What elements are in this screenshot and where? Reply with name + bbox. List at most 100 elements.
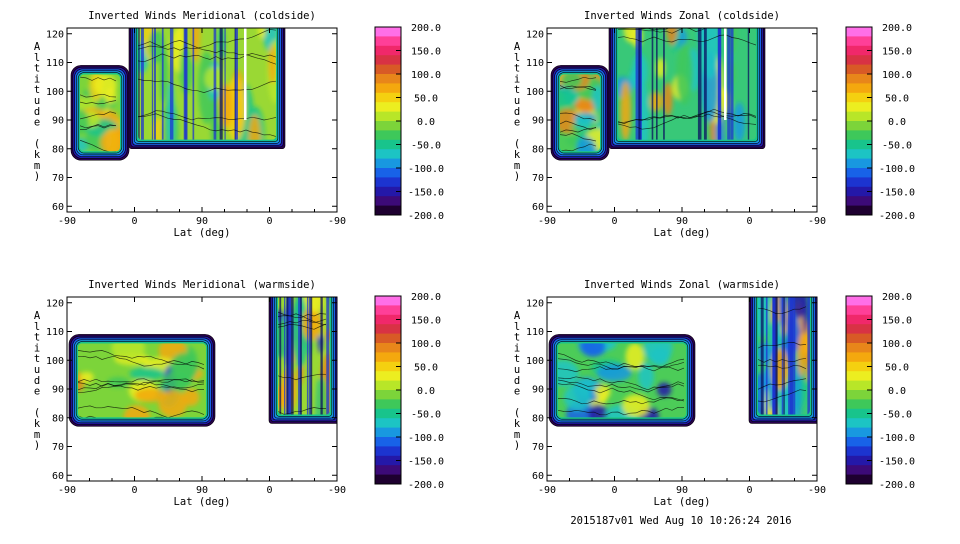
colorbar-label: 0.0: [888, 117, 906, 128]
contour-line: [213, 28, 217, 140]
colorbar-swatch: [846, 111, 872, 122]
colorbar-swatch: [375, 168, 401, 178]
colorbar-swatch: [375, 27, 401, 37]
colorbar-swatch: [846, 83, 872, 94]
colorbar-swatch: [375, 474, 401, 485]
colorbar-swatch: [375, 83, 401, 94]
colorbar-swatch: [846, 343, 872, 353]
contour-cell: [111, 343, 146, 362]
colorbar-swatch: [846, 196, 872, 207]
contour-line: [138, 53, 276, 63]
contour-line: [560, 133, 597, 142]
colorbar-swatch: [846, 465, 872, 476]
colorbar-label: 200.0: [411, 23, 441, 34]
contour-line: [758, 357, 807, 363]
contour-fill: [560, 74, 600, 152]
contour-line: [300, 297, 302, 415]
colorbar-swatch: [846, 446, 872, 457]
colorbar-swatch: [846, 36, 872, 47]
colorbar-label: 50.0: [414, 94, 438, 105]
colorbar-swatch: [846, 55, 872, 66]
contour-cell: [561, 74, 583, 90]
data-block: [548, 334, 696, 427]
data-block: [70, 65, 130, 161]
x-axis-label: Lat (deg): [654, 496, 711, 508]
contour-cell: [123, 405, 150, 418]
colorbar-label: -50.0: [882, 410, 912, 421]
contour-line: [772, 297, 776, 415]
colorbar-label: -150.0: [408, 457, 444, 468]
contour-line: [278, 318, 327, 325]
contour-line: [288, 297, 292, 415]
contour-line: [783, 297, 785, 415]
colorbar-swatch: [846, 45, 872, 56]
x-tick-label: -90: [808, 485, 826, 496]
contour-line: [80, 93, 117, 98]
colorbar-swatch: [846, 177, 872, 188]
colorbar-swatch: [846, 102, 872, 113]
contour-line: [320, 297, 323, 415]
colorbar-label: 100.0: [882, 70, 912, 81]
contour-line: [80, 139, 117, 152]
contour-line: [663, 28, 665, 140]
colorbar-swatch: [846, 27, 872, 37]
colorbar-label: 0.0: [417, 386, 435, 397]
colorbar-swatch: [846, 149, 872, 160]
x-tick-label: -90: [808, 216, 826, 227]
y-tick-label: 70: [532, 442, 544, 453]
contour-line: [730, 28, 734, 140]
contour-cell: [797, 333, 806, 377]
contour-field: [550, 28, 766, 161]
colorbar-swatch: [375, 352, 401, 363]
colorbar-swatch: [846, 418, 872, 429]
colorbar-label: 0.0: [417, 117, 435, 128]
x-axis-label: Lat (deg): [654, 227, 711, 239]
contour-line: [153, 28, 156, 140]
contour-cell: [261, 28, 276, 53]
contour-line: [78, 382, 204, 393]
contour-cell: [620, 81, 632, 140]
contour-line: [278, 373, 327, 381]
colorbar-swatch: [375, 55, 401, 66]
contour-cell: [563, 384, 592, 411]
contour-cell: [104, 88, 117, 104]
x-tick-label: -90: [538, 216, 556, 227]
data-gap-line: [724, 28, 727, 120]
contour-line: [192, 28, 195, 140]
chart-title: Inverted Winds Meridional (warmside): [88, 279, 316, 291]
colorbar-label: -50.0: [411, 141, 441, 152]
contour-line: [638, 28, 641, 140]
contour-cell: [758, 342, 773, 364]
chart-title: Inverted Winds Zonal (coldside): [584, 10, 780, 22]
colorbar-label: -50.0: [882, 141, 912, 152]
contour-line: [758, 389, 807, 403]
colorbar: 200.0 150.0 100.0 50.0 0.0 -50.0 -100.0 -150.0 -…: [845, 23, 915, 222]
y-tick-label: 110: [46, 327, 64, 338]
contour-line: [560, 120, 597, 131]
x-tick-label: 0: [746, 216, 752, 227]
colorbar-swatch: [375, 399, 401, 410]
contour-fill: [618, 28, 756, 140]
contour-line: [758, 342, 807, 349]
contour-line: [78, 378, 205, 391]
contour-cell: [580, 343, 606, 357]
colorbar-label: 0.0: [888, 386, 906, 397]
contour-line: [310, 297, 313, 415]
x-tick-label: 0: [266, 216, 272, 227]
colorbar-swatch: [846, 186, 872, 197]
contour-line: [138, 113, 276, 137]
colorbar-swatch: [375, 418, 401, 429]
colorbar-swatch: [375, 361, 401, 372]
colorbar-label: 50.0: [885, 363, 909, 374]
colorbar-label: -100.0: [408, 433, 444, 444]
contour-line: [558, 383, 685, 401]
colorbar-swatch: [375, 296, 401, 306]
colorbar-swatch: [375, 465, 401, 476]
y-tick-label: 120: [46, 29, 64, 40]
x-tick-label: -90: [538, 485, 556, 496]
contour-cell: [588, 404, 609, 418]
contour-fill: [558, 343, 686, 418]
y-tick-label: 90: [532, 116, 544, 127]
